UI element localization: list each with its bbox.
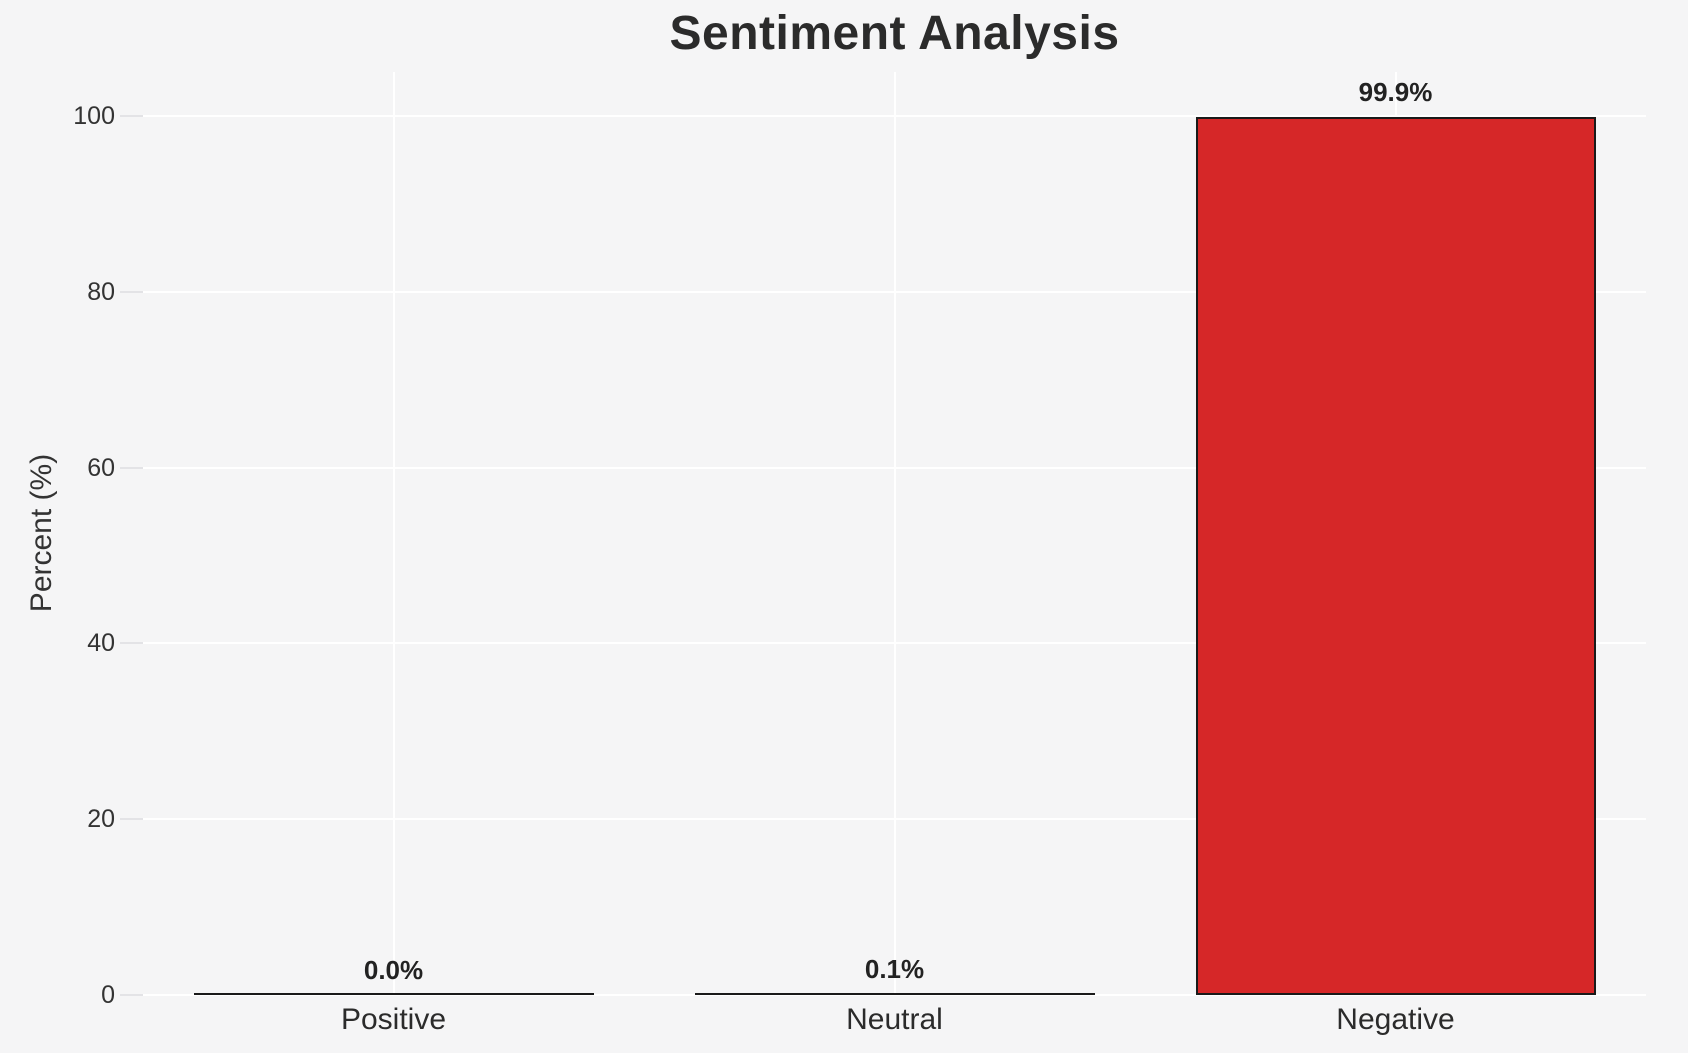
y-tick-mark [120,290,143,293]
bar-negative [1195,117,1596,995]
bar-value-label: 99.9% [1358,77,1433,107]
bar-value-label: 0.1% [864,954,925,984]
gridline-vertical [893,72,896,995]
x-tick-label: Negative [1336,1003,1455,1036]
x-tick-label: Neutral [846,1003,943,1036]
gridline-vertical [392,72,395,995]
y-tick-label: 60 [87,453,115,482]
y-tick-mark [120,114,143,117]
x-tick-label: Positive [340,1003,447,1036]
y-tick-label: 20 [87,805,115,834]
chart-title: Sentiment Analysis [669,7,1120,60]
bar-positive [193,993,594,995]
y-tick-mark [120,466,143,469]
y-tick-mark [120,818,143,821]
bar-neutral [694,993,1095,995]
y-tick-label: 40 [87,629,115,658]
y-tick-mark [120,994,143,996]
bar-value-label: 0.0% [363,955,424,985]
y-tick-label: 100 [73,101,115,130]
y-tick-label: 0 [101,981,115,1009]
y-tick-mark [120,642,143,645]
gridline-horizontal [143,994,1646,996]
y-tick-label: 80 [87,277,115,306]
